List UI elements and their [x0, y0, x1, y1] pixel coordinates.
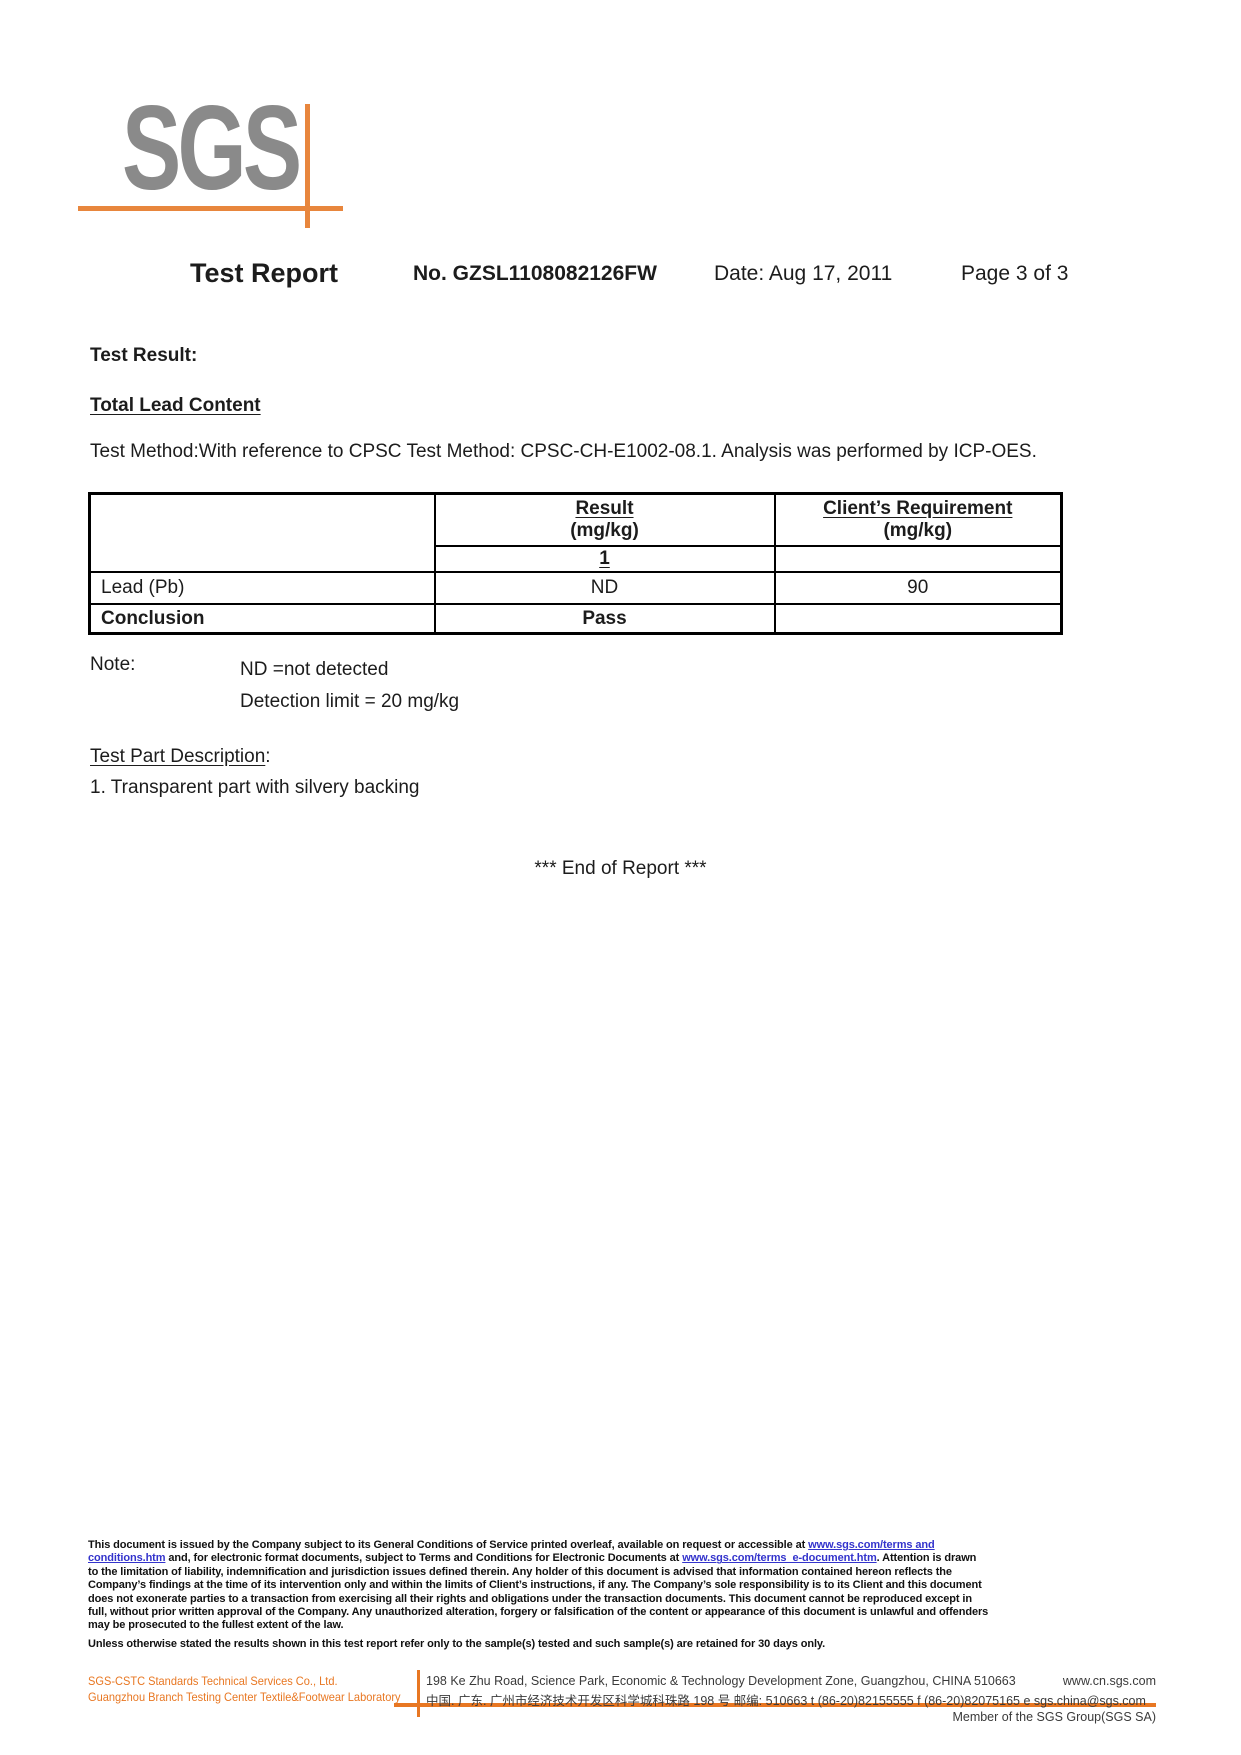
test-part-description-colon: :	[265, 746, 271, 767]
legal-line: does not exonerate parties to a transact…	[88, 1593, 1163, 1606]
note-line-detection-limit: Detection limit = 20 mg/kg	[240, 691, 460, 712]
company-branch: Guangzhou Branch Testing Center Textile&…	[88, 1690, 401, 1704]
row-lead-requirement: 90	[773, 571, 1063, 605]
note-lines: ND =not detected Detection limit = 20 mg…	[240, 654, 840, 718]
client-requirement-column-header: Client’s Requirement (mg/kg)	[773, 492, 1063, 547]
legal-text: This document is issued by the Company s…	[88, 1539, 809, 1551]
report-title: Test Report	[190, 258, 339, 288]
footer-orange-rule	[394, 1703, 1156, 1707]
legal-text: may be prosecuted to the fullest extent …	[88, 1619, 344, 1632]
client-requirement-header-label: Client’s Requirement	[823, 498, 1013, 519]
conclusion-requirement-cell	[773, 603, 1063, 635]
section-title-total-lead-content: Total Lead Content	[90, 395, 261, 416]
document-header: Test Report No. GZSL1108082126FW Date: A…	[0, 258, 1241, 296]
conclusion-label: Conclusion	[88, 603, 436, 635]
legal-line: Unless otherwise stated the results show…	[88, 1638, 1163, 1651]
client-requirement-header-unit: (mg/kg)	[883, 520, 953, 541]
legal-text: Unless otherwise stated the results show…	[88, 1637, 826, 1650]
test-part-description-label: Test Part Description	[90, 746, 266, 767]
row-lead-name: Lead (Pb)	[88, 571, 436, 605]
row-lead-result: ND	[433, 571, 776, 605]
legal-line: full, without prior written approval of …	[88, 1606, 1163, 1619]
sgs-logo-text: SGS	[122, 81, 302, 215]
company-address-cn: 中国. 广东. 广州市经济技术开发区科学城科珠路 198 号 邮编: 51066…	[426, 1694, 1146, 1708]
legal-text-block: This document is issued by the Company s…	[88, 1539, 1163, 1651]
test-method-text: Test Method:With reference to CPSC Test …	[90, 441, 1037, 462]
report-date: Date: Aug 17, 2011	[714, 262, 893, 285]
empty-cell	[773, 545, 1063, 573]
logo-vertical-line	[305, 104, 310, 228]
legal-line: may be prosecuted to the fullest extent …	[88, 1619, 1163, 1632]
legal-text: does not exonerate parties to a transact…	[88, 1592, 972, 1605]
table-corner-cell	[88, 492, 436, 573]
note-label: Note:	[90, 654, 136, 675]
legal-line: conditions.htm and, for electronic forma…	[88, 1552, 1163, 1565]
legal-link[interactable]: www.sgs.com/terms and	[808, 1539, 935, 1551]
result-column-header: Result (mg/kg)	[433, 492, 776, 547]
legal-text: . Attention is drawn	[876, 1552, 977, 1565]
result-header-label: Result	[575, 498, 634, 519]
legal-line: Company’s findings at the time of its in…	[88, 1579, 1163, 1592]
company-address-row: 198 Ke Zhu Road, Science Park, Economic …	[426, 1674, 1156, 1688]
report-number: No. GZSL1108082126FW	[413, 262, 657, 285]
company-name: SGS-CSTC Standards Technical Services Co…	[88, 1674, 338, 1688]
company-website-link[interactable]: www.cn.sgs.com	[1062, 1674, 1156, 1688]
logo-underline	[78, 206, 343, 211]
sgs-group-membership: Member of the SGS Group(SGS SA)	[952, 1710, 1156, 1724]
test-result-label: Test Result:	[90, 345, 198, 366]
footer-vertical-divider	[417, 1670, 420, 1717]
page-indicator: Page 3 of 3	[961, 262, 1069, 285]
legal-text: Company’s findings at the time of its in…	[88, 1579, 982, 1592]
legal-text: full, without prior written approval of …	[88, 1606, 989, 1619]
legal-link[interactable]: conditions.htm	[88, 1552, 166, 1565]
note-line-nd: ND =not detected	[240, 659, 389, 680]
end-of-report: *** End of Report ***	[534, 858, 707, 879]
company-address-en: 198 Ke Zhu Road, Science Park, Economic …	[426, 1674, 1016, 1688]
test-part-description-title: Test Part Description:	[90, 746, 271, 768]
test-part-item-1: 1. Transparent part with silvery backing	[90, 777, 420, 798]
legal-line: to the limitation of liability, indemnif…	[88, 1566, 1163, 1579]
legal-link[interactable]: www.sgs.com/terms_e-document.htm	[682, 1552, 877, 1565]
legal-text: to the limitation of liability, indemnif…	[88, 1565, 952, 1578]
conclusion-value: Pass	[433, 603, 776, 635]
legal-text: and, for electronic format documents, su…	[165, 1552, 683, 1565]
legal-line: This document is issued by the Company s…	[88, 1539, 1163, 1552]
results-table: Result (mg/kg) Client’s Requirement (mg/…	[88, 492, 1063, 635]
sample-number-cell: 1	[433, 545, 776, 573]
result-header-unit: (mg/kg)	[570, 520, 639, 541]
